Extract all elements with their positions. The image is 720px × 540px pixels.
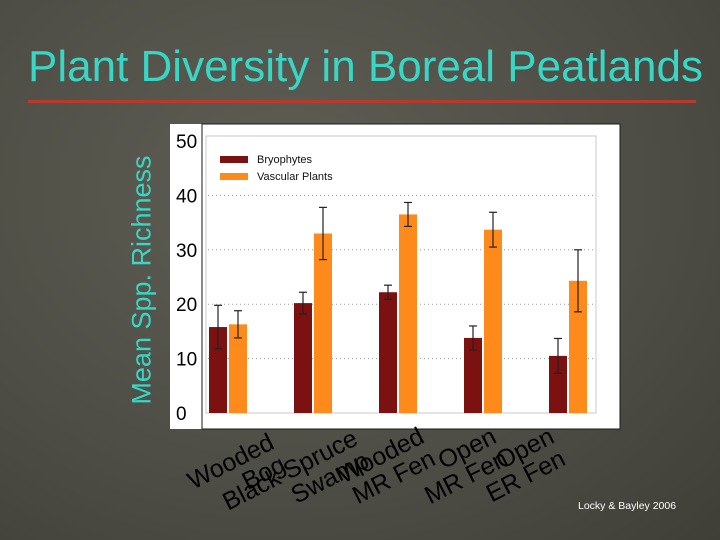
y-tick-label: 30: [176, 241, 197, 262]
legend-swatch-vascular-plants: [220, 173, 248, 180]
bar-vascular-plants: [314, 233, 332, 413]
y-tick-label: 40: [176, 186, 197, 207]
y-tick-label: 20: [176, 295, 197, 316]
legend-label-bryophytes: Bryophytes: [257, 154, 313, 166]
bar-vascular-plants: [399, 214, 417, 413]
bar-bryophytes: [464, 337, 482, 413]
legend-label-vascular-plants: Vascular Plants: [257, 171, 333, 183]
slide-title: Plant Diversity in Boreal Peatlands: [28, 42, 703, 91]
y-tick-label: 0: [176, 404, 187, 425]
y-tick-label: 10: [176, 350, 197, 371]
legend-swatch-bryophytes: [220, 156, 248, 163]
title-underline: [28, 100, 696, 103]
bar-bryophytes: [209, 327, 227, 413]
chart-frame: [201, 123, 621, 430]
bars: [209, 214, 587, 413]
bar-vascular-plants: [484, 229, 502, 413]
error-bars: [214, 201, 582, 374]
source-citation: Locky & Bayley 2006: [578, 500, 677, 512]
bar-bryophytes: [549, 355, 567, 413]
y-tick-labels: 0 10 20 30 40 50: [176, 132, 197, 425]
legend: Bryophytes Vascular Plants: [220, 154, 333, 183]
bar-vascular-plants: [229, 324, 247, 413]
bar-vascular-plants: [569, 280, 587, 413]
y-tick-label: 50: [176, 132, 197, 153]
bar-bryophytes: [294, 303, 312, 413]
bar-bryophytes: [379, 292, 397, 413]
